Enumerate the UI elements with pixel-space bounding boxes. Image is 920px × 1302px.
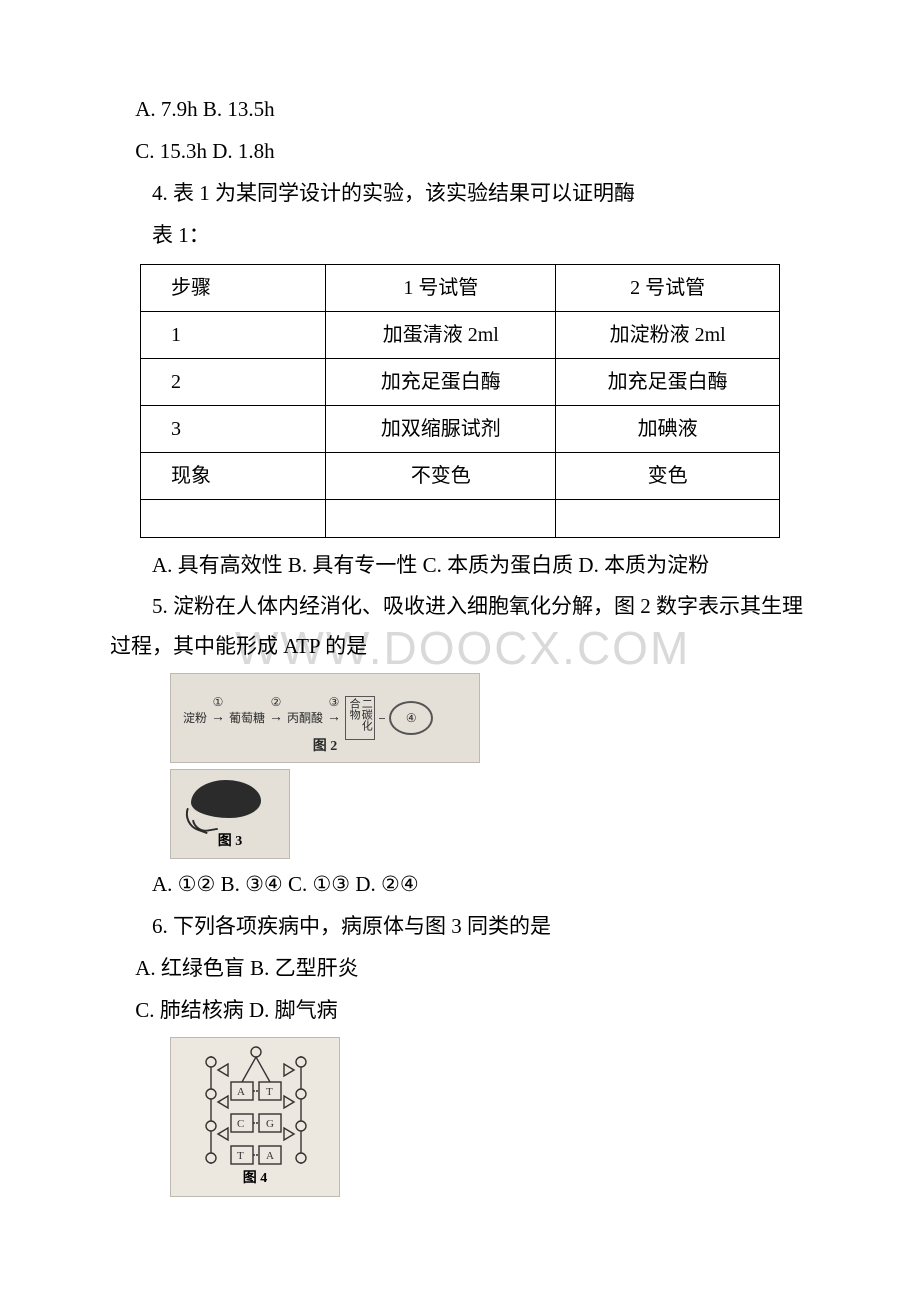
svg-text:G: G	[266, 1118, 274, 1130]
figure-4: A T C G T A 图 4	[170, 1037, 810, 1197]
svg-text:C: C	[237, 1118, 244, 1130]
q3-option-row2: C. 15.3h D. 1.8h	[110, 132, 810, 172]
flow-arrow-icon: →③	[327, 705, 341, 732]
q6-stem: 6. 下列各项疾病中，病原体与图 3 同类的是	[110, 907, 810, 947]
table-row: 2 加充足蛋白酶 加充足蛋白酶	[141, 358, 780, 405]
table-header-cell: 2 号试管	[556, 264, 780, 311]
dna-diagram-icon: A T C G T A	[181, 1042, 331, 1172]
table-cell: 2	[141, 358, 326, 405]
flow-arrow-icon: →①	[211, 705, 225, 732]
table-cell: 加碘液	[556, 405, 780, 452]
flow-node: 丙酮酸	[287, 712, 323, 725]
table-cell: 不变色	[326, 452, 556, 499]
svg-text:A: A	[266, 1150, 274, 1162]
figure-2: 淀粉 →① 葡萄糖 →② 丙酮酸 →③ 二碳化合物 ④ 图 2	[170, 673, 810, 763]
q5-options: A. ①② B. ③④ C. ①③ D. ②④	[110, 865, 810, 905]
figure-3-box: 图 3	[170, 769, 290, 859]
figure-4-label: 图 4	[243, 1166, 268, 1193]
table-cell: 1	[141, 311, 326, 358]
flagellum-icon	[192, 816, 218, 834]
table-row: 步骤 1 号试管 2 号试管	[141, 264, 780, 311]
flow-loop: ④	[389, 701, 433, 735]
q3-option-row1: A. 7.9h B. 13.5h	[110, 90, 810, 130]
table-cell: 现象	[141, 452, 326, 499]
table-row: 1 加蛋清液 2ml 加淀粉液 2ml	[141, 311, 780, 358]
flow-arrow-icon: →②	[269, 705, 283, 732]
table-row: 现象 不变色 变色	[141, 452, 780, 499]
figure-3-label: 图 3	[218, 829, 243, 856]
figure-4-box: A T C G T A 图 4	[170, 1037, 340, 1197]
svg-text:T: T	[237, 1150, 244, 1162]
table-row: 3 加双缩脲试剂 加碘液	[141, 405, 780, 452]
flow-node: 二碳化合物	[345, 696, 375, 740]
figure-2-box: 淀粉 →① 葡萄糖 →② 丙酮酸 →③ 二碳化合物 ④ 图 2	[170, 673, 480, 763]
q4-options: A. 具有高效性 B. 具有专一性 C. 本质为蛋白质 D. 本质为淀粉	[110, 546, 810, 586]
table-cell: 变色	[556, 452, 780, 499]
q5-stem: 5. 淀粉在人体内经消化、吸收进入细胞氧化分解，图 2 数字表示其生理过程，其中…	[110, 587, 810, 667]
figure-3: 图 3	[170, 769, 810, 859]
q4-stem: 4. 表 1 为某同学设计的实验，该实验结果可以证明酶	[110, 174, 810, 214]
arrow-number: ②	[271, 691, 282, 714]
table-cell	[556, 499, 780, 537]
svg-text:T: T	[266, 1086, 273, 1098]
table-cell: 3	[141, 405, 326, 452]
table-row	[141, 499, 780, 537]
arrow-number: ③	[329, 691, 340, 714]
q4-table: 步骤 1 号试管 2 号试管 1 加蛋清液 2ml 加淀粉液 2ml 2 加充足…	[140, 264, 780, 538]
q6-option-row2: C. 肺结核病 D. 脚气病	[110, 991, 810, 1031]
figure-2-label: 图 2	[313, 734, 338, 761]
table-header-cell: 1 号试管	[326, 264, 556, 311]
document-body: A. 7.9h B. 13.5h C. 15.3h D. 1.8h 4. 表 1…	[110, 90, 810, 1197]
q4-table-label: 表 1：	[110, 216, 810, 256]
flow-node: 淀粉	[183, 712, 207, 725]
table-cell: 加双缩脲试剂	[326, 405, 556, 452]
table-cell: 加蛋清液 2ml	[326, 311, 556, 358]
table-cell	[326, 499, 556, 537]
arrow-number: ①	[213, 691, 224, 714]
table-cell	[141, 499, 326, 537]
table-cell: 加充足蛋白酶	[326, 358, 556, 405]
q6-option-row1: A. 红绿色盲 B. 乙型肝炎	[110, 949, 810, 989]
table-header-cell: 步骤	[141, 264, 326, 311]
flow-node: 葡萄糖	[229, 712, 265, 725]
table-cell: 加淀粉液 2ml	[556, 311, 780, 358]
table-cell: 加充足蛋白酶	[556, 358, 780, 405]
svg-text:A: A	[237, 1086, 245, 1098]
